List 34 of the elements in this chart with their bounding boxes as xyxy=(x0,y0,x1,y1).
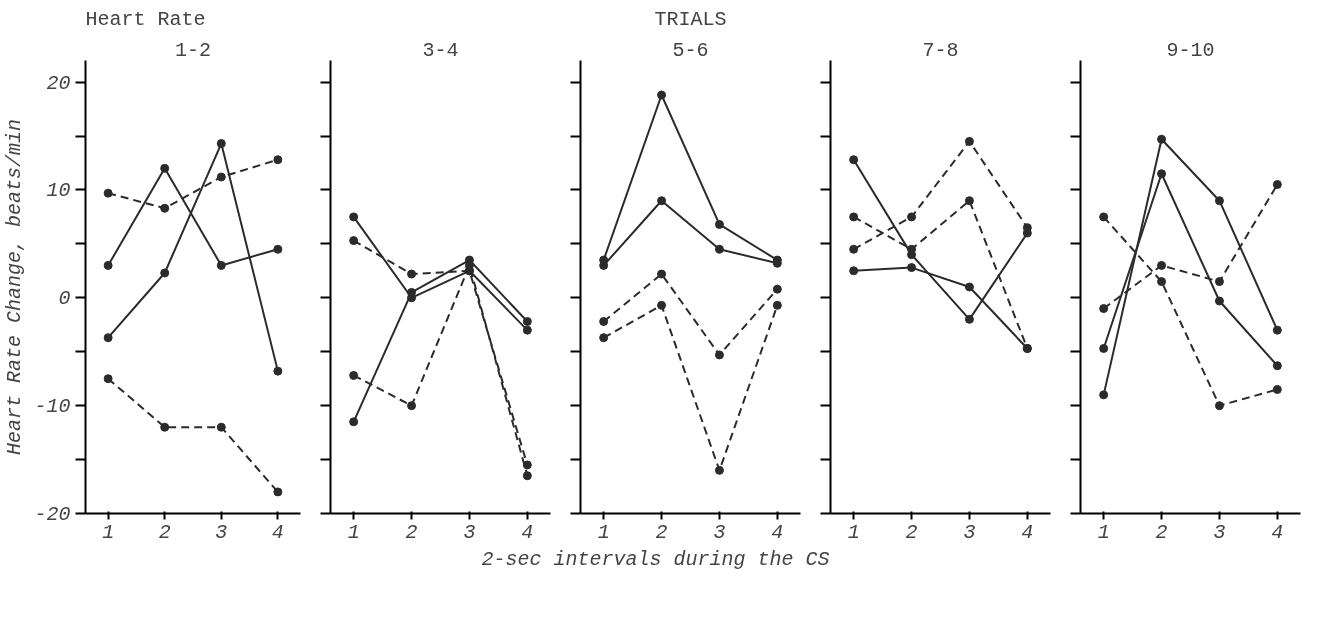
x-tick-label: 3 xyxy=(963,520,976,544)
text: Heart Rate xyxy=(85,7,206,31)
chart-title: 1-2 xyxy=(175,38,212,62)
x-tick-label: 4 xyxy=(521,520,534,544)
chart-title: 3-4 xyxy=(422,38,459,62)
y-tick-label: 0 xyxy=(58,287,71,311)
x-tick-label: 2 xyxy=(905,520,918,544)
x-tick-label: 3 xyxy=(1213,520,1226,544)
y-tick-label: 20 xyxy=(46,71,71,95)
y-tick-label: 10 xyxy=(46,179,71,203)
x-tick-label: 4 xyxy=(771,520,784,544)
x-tick-label: 1 xyxy=(102,520,115,544)
x-tick-label: 2 xyxy=(405,520,418,544)
x-tick-label: 2 xyxy=(158,520,171,544)
chart-title: 7-8 xyxy=(922,38,959,62)
x-tick-label: 3 xyxy=(713,520,726,544)
x-tick-label: 4 xyxy=(1021,520,1034,544)
x-tick-label: 3 xyxy=(463,520,476,544)
x-tick-label: 4 xyxy=(271,520,284,544)
text: TRIALS xyxy=(654,7,727,31)
x-tick-label: 3 xyxy=(215,520,228,544)
x-tick-label: 1 xyxy=(847,520,860,544)
chart-title: 9-10 xyxy=(1166,38,1215,62)
x-tick-label: 2 xyxy=(655,520,668,544)
x-axis-title: 2-sec intervals during the CS xyxy=(481,547,830,571)
x-tick-label: 1 xyxy=(347,520,360,544)
chart-title: 5-6 xyxy=(672,38,709,62)
y-tick-label: -20 xyxy=(34,503,71,526)
x-tick-label: 1 xyxy=(597,520,610,544)
y-axis-title: Heart Rate Change, beats/min xyxy=(3,118,27,456)
y-tick-label: -10 xyxy=(34,395,71,419)
x-tick-label: 1 xyxy=(1097,520,1110,544)
x-tick-label: 4 xyxy=(1271,520,1284,544)
x-tick-label: 2 xyxy=(1155,520,1168,544)
